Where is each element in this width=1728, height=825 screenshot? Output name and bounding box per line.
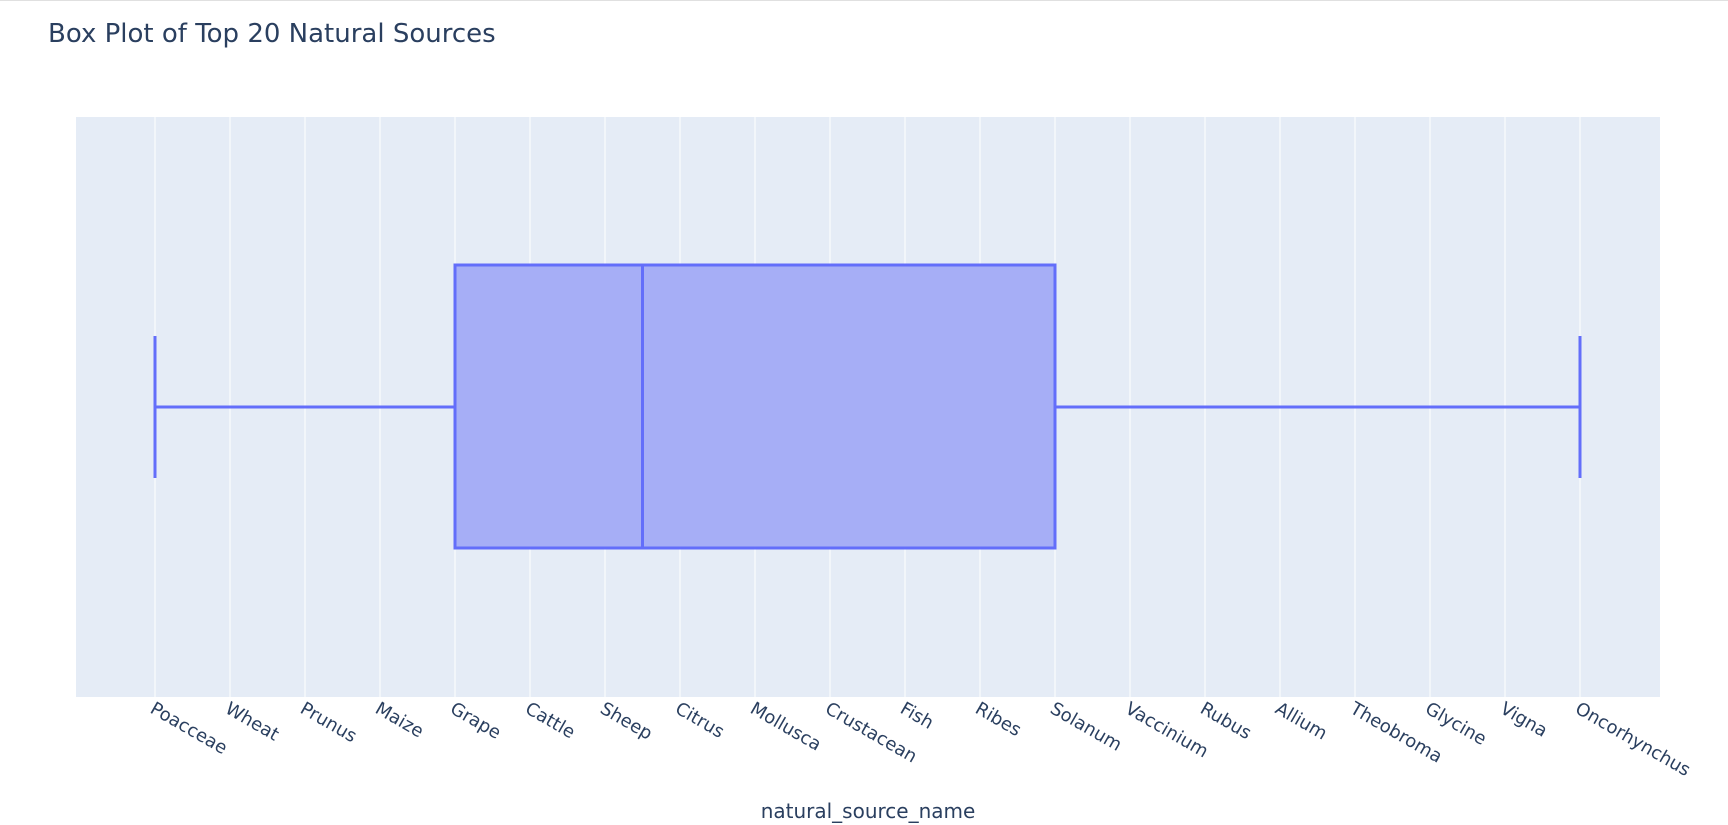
- box-trace: [153, 263, 1582, 550]
- chart-title: Box Plot of Top 20 Natural Sources: [48, 19, 496, 49]
- x-axis-title: natural_source_name: [761, 799, 976, 823]
- interquartile-box: [453, 263, 1057, 550]
